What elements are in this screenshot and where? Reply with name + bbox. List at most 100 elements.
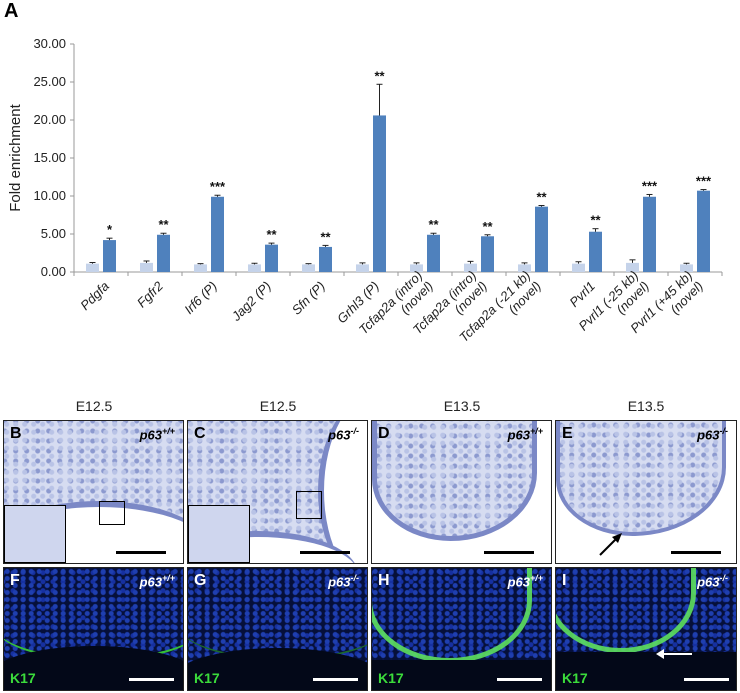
y-tick-label: 20.00	[33, 112, 66, 127]
bar	[697, 190, 710, 272]
significance-label: ***	[696, 174, 712, 189]
stain-label-i: K17	[562, 670, 588, 686]
inset-b	[4, 505, 66, 563]
bar	[157, 234, 170, 272]
significance-label: **	[482, 219, 493, 234]
scale-bar-b	[116, 551, 166, 554]
panel-label-f: F	[10, 572, 20, 589]
genotype-f: p63+/+	[139, 573, 175, 590]
bar	[248, 264, 261, 272]
bar	[589, 231, 602, 272]
fold-enrichment-bar-chart: 0.00 5.00 10.00 15.00 20.00 25.00 30.00 Fold en…	[7, 36, 723, 345]
category-label-line: Jag2 (P)	[228, 278, 274, 324]
significance-label: ***	[210, 179, 226, 194]
y-tick-label: 25.00	[33, 74, 66, 89]
bar	[194, 264, 207, 272]
panel-label-e: E	[562, 425, 573, 442]
bar	[680, 264, 693, 272]
genotype-g: p63-/-	[328, 573, 359, 590]
scale-bar-g	[313, 678, 358, 681]
genotype-b: p63+/+	[139, 426, 175, 443]
bar	[410, 264, 423, 272]
significance-label: ***	[642, 178, 658, 193]
bar	[427, 234, 440, 272]
stain-label-g: K17	[194, 670, 220, 686]
micrograph-h: H p63+/+ K17	[371, 567, 552, 691]
micrograph-f: F p63+/+ K17	[3, 567, 184, 691]
significance-label: **	[374, 68, 385, 83]
category-label: Jag2 (P)	[228, 278, 274, 324]
panel-label-d: D	[378, 425, 390, 442]
micrograph-i: I p63-/- K17	[555, 567, 737, 691]
category-label-line: Fgfr2	[134, 278, 167, 311]
genotype-i: p63-/-	[697, 573, 728, 590]
y-axis-label: Fold enrichment	[7, 103, 24, 211]
panel-label-h: H	[378, 572, 390, 589]
category-label: Irf6 (P)	[181, 278, 220, 317]
panel-label-c: C	[194, 425, 206, 442]
genotype-c: p63-/-	[328, 426, 359, 443]
significance-label: **	[428, 217, 439, 232]
bar	[373, 115, 386, 272]
panel-label-i: I	[562, 572, 567, 589]
arrow-icon	[599, 533, 622, 556]
bar	[302, 264, 315, 272]
panel-label-a: A	[4, 0, 19, 22]
genotype-d: p63+/+	[507, 426, 543, 443]
stage-label-3: E13.5	[443, 398, 481, 414]
scale-bar-e	[671, 551, 721, 554]
micrograph-e: E p63-/-	[555, 420, 737, 564]
stage-label-4: E13.5	[627, 398, 665, 414]
category-label-line: Pdgfa	[77, 278, 112, 313]
bar	[265, 244, 278, 272]
stage-label-2: E12.5	[259, 398, 297, 414]
micrograph-d: D p63+/+	[371, 420, 552, 564]
zoom-box-b	[99, 501, 125, 525]
bar	[86, 263, 99, 272]
category-label: Fgfr2	[134, 278, 167, 311]
scale-bar-d	[484, 551, 534, 554]
bar	[356, 264, 369, 272]
category-label-line: Sfn (P)	[289, 278, 328, 317]
category-label: Sfn (P)	[289, 278, 328, 317]
significance-label: **	[158, 217, 169, 232]
micrograph-c: C p63-/-	[187, 420, 368, 564]
category-label: Pdgfa	[77, 278, 112, 313]
y-tick-label: 10.00	[33, 188, 66, 203]
significance-label: **	[266, 227, 277, 242]
y-tick-label: 5.00	[41, 226, 66, 241]
significance-label: **	[590, 213, 601, 228]
micrograph-b: B p63+/+	[3, 420, 184, 564]
bar	[140, 262, 153, 272]
stage-label-1: E12.5	[75, 398, 113, 414]
genotype-h: p63+/+	[507, 573, 543, 590]
bar	[572, 263, 585, 272]
y-tick-label: 15.00	[33, 150, 66, 165]
stain-label-h: K17	[378, 670, 404, 686]
scale-bar-h	[497, 678, 542, 681]
bar	[103, 240, 116, 272]
bar	[643, 196, 656, 272]
y-tick-label: 0.00	[41, 264, 66, 279]
inset-c	[188, 505, 250, 563]
bar	[319, 246, 332, 272]
bar	[518, 264, 531, 272]
bar	[211, 196, 224, 272]
arrow-icon	[656, 649, 692, 659]
zoom-box-c	[296, 491, 322, 519]
significance-label: **	[536, 190, 547, 205]
significance-label: *	[107, 222, 113, 237]
bar	[464, 263, 477, 272]
scale-bar-f	[129, 678, 174, 681]
genotype-e: p63-/-	[697, 426, 728, 443]
panel-label-b: B	[10, 425, 22, 442]
bar	[481, 236, 494, 272]
category-label: Tcfap2a (intro)(novel)	[356, 268, 436, 338]
bar	[535, 206, 548, 272]
panel-label-g: G	[194, 572, 207, 589]
y-tick-label: 30.00	[33, 36, 66, 51]
stain-label-f: K17	[10, 670, 36, 686]
category-label-line: Irf6 (P)	[181, 278, 220, 317]
scale-bar-c	[300, 551, 350, 554]
scale-bar-i	[684, 678, 729, 681]
